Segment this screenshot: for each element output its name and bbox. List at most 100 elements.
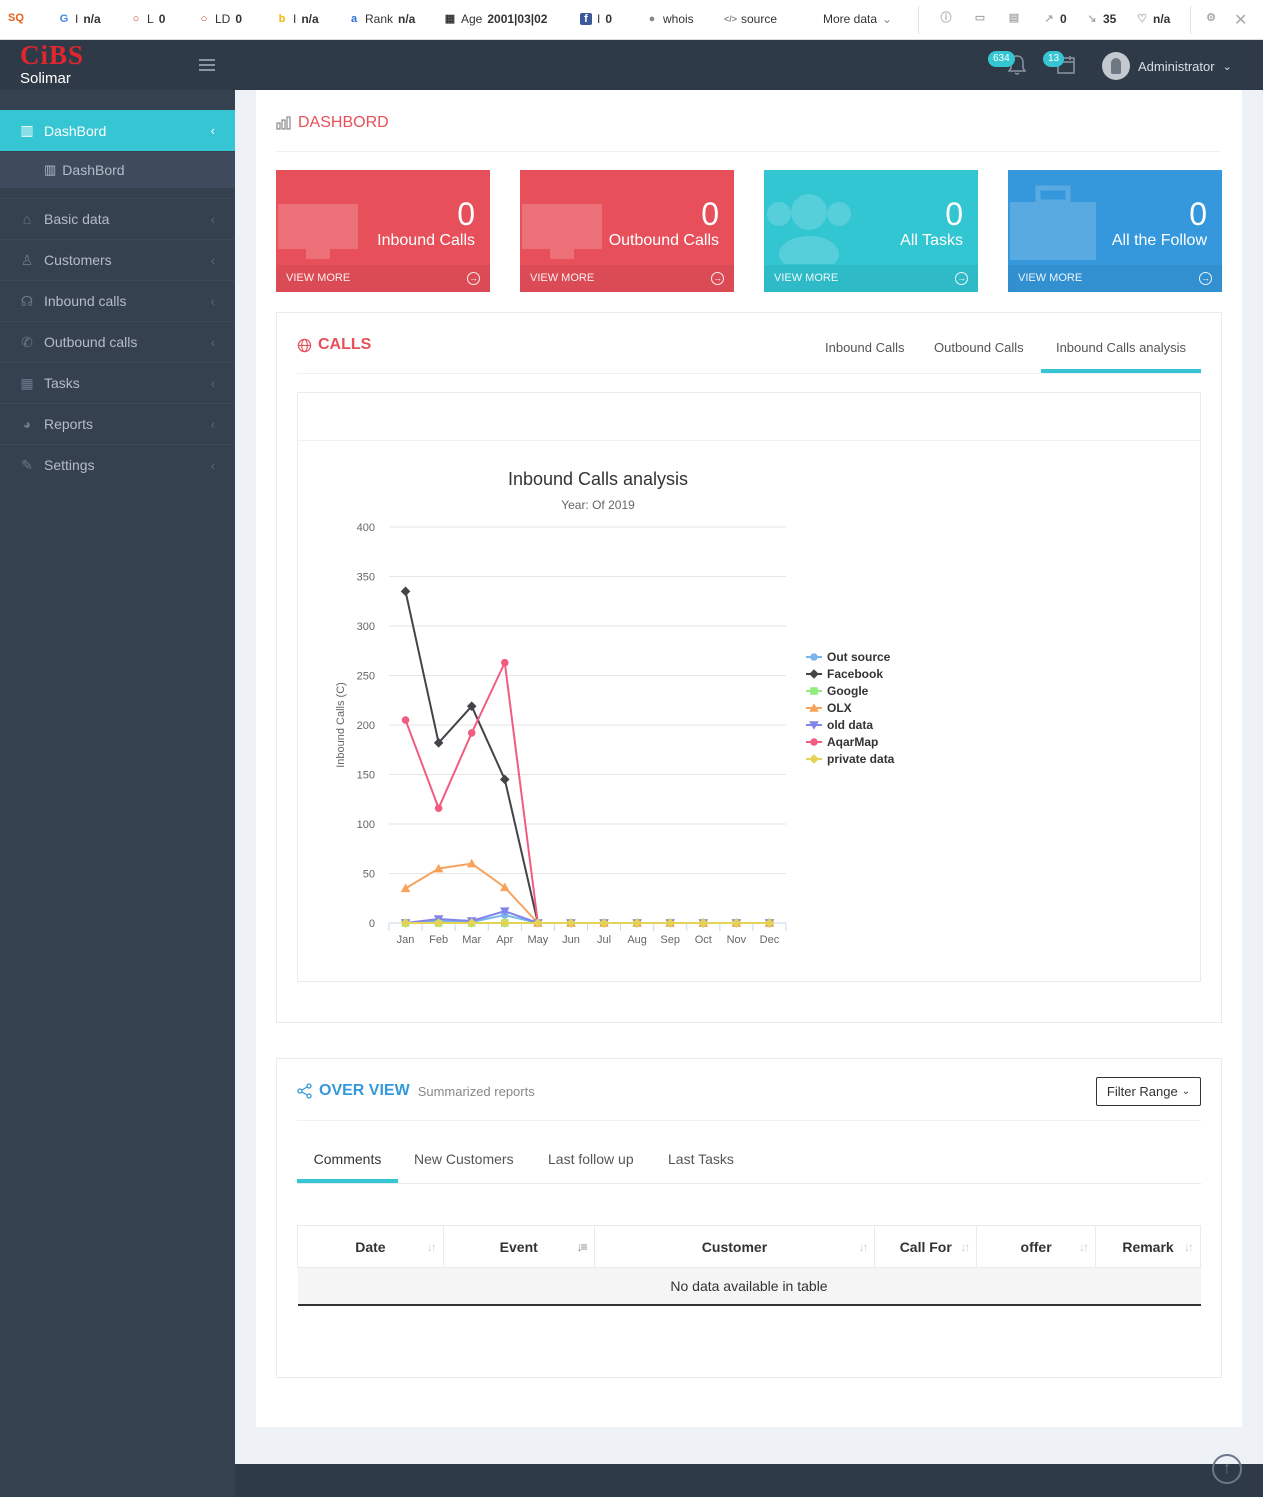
chart-point — [499, 907, 510, 916]
sidebar-item-basic-data[interactable]: ⌂ Basic data ‹ — [0, 198, 235, 239]
company-name: Solimar — [20, 70, 71, 87]
column-header-call-for[interactable]: Call For ↓↑ — [874, 1225, 978, 1268]
report-button[interactable]: ▤ — [1008, 12, 1020, 24]
toolbar-divider — [918, 6, 919, 34]
close-icon: ✕ — [1234, 12, 1248, 29]
view-more-link[interactable]: VIEW MORE → — [764, 265, 978, 292]
chevron-left-icon: ‹ — [210, 458, 215, 473]
chart-legend-label: old data — [827, 718, 873, 732]
sort-icon: ↓↑ — [1184, 1240, 1194, 1254]
tab-inbound-calls-analysis[interactable]: Inbound Calls analysis — [1041, 340, 1201, 373]
links-l[interactable]: ○ L 0 — [130, 12, 166, 26]
column-header-event[interactable]: Event ↓≡ — [442, 1225, 595, 1268]
sidebar-item-outbound-calls[interactable]: ✆ Outbound calls ‹ — [0, 321, 235, 362]
chart-series-aqarmap — [401, 658, 774, 927]
stat-value: 0 — [1189, 196, 1207, 232]
facebook-value: 0 — [605, 12, 613, 26]
sidebar-item-settings[interactable]: ✎ Settings ‹ — [0, 444, 235, 485]
gear-icon: ⚙ — [1206, 12, 1216, 24]
links-ld[interactable]: ○ LD 0 — [198, 12, 242, 26]
filter-range-label: Filter Range — [1106, 1084, 1178, 1099]
tab-last-follow-up[interactable]: Last follow up — [548, 1151, 634, 1167]
view-more-link[interactable]: VIEW MORE → — [1008, 265, 1222, 292]
facebook-icon: f — [580, 13, 592, 25]
chart-title: Inbound Calls analysis — [508, 469, 688, 489]
column-header-remark[interactable]: Remark ↓↑ — [1095, 1225, 1201, 1268]
links-l-value: 0 — [158, 12, 166, 26]
stat-all-tasks[interactable]: 0 All Tasks VIEW MORE → — [764, 170, 978, 292]
sidebar: ▥ DashBord ‹ ▥ DashBord ⌂ Basic data ‹ ♙… — [0, 90, 243, 1497]
settings-button[interactable]: ⚙ — [1205, 12, 1217, 24]
chart-y-tick-label: 300 — [357, 621, 375, 633]
chart-subtitle: Year: Of 2019 — [561, 498, 635, 512]
stat-all-the-follow[interactable]: 0 All the Follow VIEW MORE → — [1008, 170, 1222, 292]
seoquake-logo-icon[interactable]: SQ — [8, 12, 24, 24]
sidebar-item-customers[interactable]: ♙ Customers ‹ — [0, 239, 235, 280]
rank-value: n/a — [398, 12, 416, 26]
sidebar-item-tasks[interactable]: ▦ Tasks ‹ — [0, 362, 235, 403]
sort-desc-icon: ↓≡ — [576, 1240, 588, 1254]
chart-y-tick-label: 250 — [357, 671, 375, 683]
chevron-left-icon: ‹ — [210, 335, 215, 350]
chart-y-tick-label: 350 — [357, 572, 375, 584]
chart-point — [810, 738, 818, 746]
internal-links[interactable]: ↘ 35 — [1086, 12, 1116, 26]
column-header-date[interactable]: Date ↓↑ — [297, 1225, 444, 1268]
whois-link[interactable]: ● whois — [646, 12, 694, 26]
chart-x-tick-label: Jan — [397, 934, 415, 946]
tab-comments[interactable]: Comments — [297, 1151, 398, 1183]
stat-inbound-calls[interactable]: 0 Inbound Calls VIEW MORE → — [276, 170, 490, 292]
filter-range-button[interactable]: Filter Range ⌄ — [1096, 1077, 1201, 1106]
info-button[interactable]: ⓘ — [940, 12, 952, 24]
toolbar-divider — [1190, 6, 1191, 34]
scroll-to-top-button[interactable]: ↑ — [1212, 1454, 1242, 1484]
chevron-down-icon: ⌄ — [1222, 60, 1232, 73]
trust-score[interactable]: ♡ n/a — [1136, 12, 1170, 26]
source-link[interactable]: </> source — [724, 12, 777, 26]
circle-icon: ○ — [200, 13, 208, 25]
user-menu[interactable]: Administrator ⌄ — [1102, 52, 1232, 80]
stat-outbound-calls[interactable]: 0 Outbound Calls VIEW MORE → — [520, 170, 734, 292]
column-header-customer[interactable]: Customer ↓↑ — [593, 1225, 876, 1268]
tab-last-tasks[interactable]: Last Tasks — [668, 1151, 734, 1167]
tab-outbound-calls[interactable]: Outbound Calls — [934, 340, 1024, 355]
logo[interactable]: CiBS — [20, 40, 85, 70]
info-icon: ⓘ — [940, 12, 952, 24]
user-icon: ♙ — [20, 251, 34, 268]
more-data-dropdown[interactable]: More data ⌄ — [823, 12, 892, 26]
view-more-label: VIEW MORE — [530, 272, 595, 284]
page-button[interactable]: ▭ — [974, 12, 986, 24]
rank[interactable]: a Rank n/a — [348, 12, 415, 26]
chart-legend-item: OLX — [806, 701, 852, 715]
close-toolbar-button[interactable]: ✕ — [1234, 10, 1247, 30]
heart-icon: ♡ — [1137, 13, 1147, 25]
sidebar-subitem-dashbord[interactable]: ▥ DashBord — [0, 152, 235, 188]
desktop-icon — [522, 204, 602, 259]
chevron-left-icon: ‹ — [210, 417, 215, 432]
sidebar-item-label: Outbound calls — [44, 334, 138, 350]
chart-x-tick-label: Mar — [462, 934, 481, 946]
sidebar-item-reports[interactable]: ◕ Reports ‹ — [0, 403, 235, 444]
sidebar-item-inbound-calls[interactable]: ☊ Inbound calls ‹ — [0, 280, 235, 321]
share-icon — [297, 1083, 312, 1099]
chart-point — [809, 721, 819, 730]
view-more-link[interactable]: VIEW MORE → — [520, 265, 734, 292]
column-header-offer[interactable]: offer ↓↑ — [976, 1225, 1097, 1268]
calendar-count-badge: 13 — [1043, 51, 1065, 67]
chevron-left-icon: ‹ — [210, 294, 215, 309]
tab-inbound-calls[interactable]: Inbound Calls — [825, 340, 905, 355]
more-data-label: More data — [823, 12, 878, 26]
sidebar-item-dashbord[interactable]: ▥ DashBord ‹ — [0, 110, 243, 151]
overview-subtitle: Summarized reports — [417, 1083, 535, 1099]
menu-toggle-icon[interactable] — [199, 59, 215, 71]
view-more-link[interactable]: VIEW MORE → — [276, 265, 490, 292]
sidebar-subitem-label: DashBord — [62, 162, 125, 178]
overview-portlet — [276, 1058, 1222, 1378]
external-links[interactable]: ↗ 0 — [1043, 12, 1066, 26]
domain-age[interactable]: ▦ Age 2001|03|02 — [444, 12, 548, 26]
tab-new-customers[interactable]: New Customers — [414, 1151, 514, 1167]
